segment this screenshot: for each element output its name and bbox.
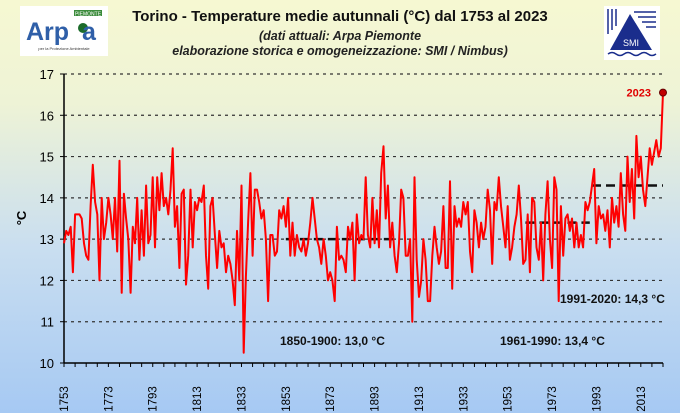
x-tick-label: 1953 <box>503 386 515 412</box>
svg-text:per la Protezione Ambientale: per la Protezione Ambientale <box>38 46 90 51</box>
x-tick-label: 1913 <box>414 386 426 412</box>
svg-text:Arp: Arp <box>26 18 69 46</box>
chart-subtitle-source: (dati attuali: Arpa Piemonte <box>258 29 422 43</box>
x-tick-label: 1993 <box>591 386 603 412</box>
smi-logo: SMI <box>604 6 660 60</box>
x-tick-label: 1873 <box>325 386 337 412</box>
chart-subtitle-elaboration: elaborazione storica e omogeneizzazione:… <box>172 44 508 58</box>
x-tick-label: 1833 <box>236 386 248 412</box>
x-tick-label: 1773 <box>103 386 115 412</box>
x-tick-label: 1793 <box>148 386 160 412</box>
average-label: 1961-1990: 13,4 °C <box>500 334 605 348</box>
y-tick-label: 13 <box>40 232 54 247</box>
svg-text:PIEMONTE: PIEMONTE <box>75 12 102 18</box>
svg-text:SMI: SMI <box>623 38 639 48</box>
y-tick-label: 14 <box>40 191 54 206</box>
y-tick-label: 12 <box>40 273 54 288</box>
x-tick-label: 1853 <box>281 386 293 412</box>
x-tick-label: 1973 <box>547 386 559 412</box>
average-label: 1991-2020: 14,3 °C <box>560 292 665 306</box>
y-axis-label: °C <box>14 210 29 225</box>
y-tick-label: 15 <box>40 150 54 165</box>
series-line <box>63 92 664 354</box>
x-tick-label: 1893 <box>370 386 382 412</box>
highlight-label: 2023 <box>627 88 651 100</box>
y-tick-label: 16 <box>40 108 54 123</box>
arpa-logo: PIEMONTE Arp a per la Protezione Ambient… <box>20 6 108 56</box>
x-tick-label: 1933 <box>458 386 470 412</box>
x-tick-label: 1813 <box>192 386 204 412</box>
highlight-point <box>659 88 667 97</box>
y-tick-label: 10 <box>40 356 54 371</box>
chart-title: Torino - Temperature medie autunnali (°C… <box>132 8 548 25</box>
average-label: 1850-1900: 13,0 °C <box>280 334 385 348</box>
y-tick-label: 17 <box>40 67 54 82</box>
y-tick-label: 11 <box>41 315 55 330</box>
x-tick-label: 1753 <box>59 386 71 412</box>
svg-text:a: a <box>82 18 97 46</box>
x-tick-label: 2013 <box>636 386 648 412</box>
